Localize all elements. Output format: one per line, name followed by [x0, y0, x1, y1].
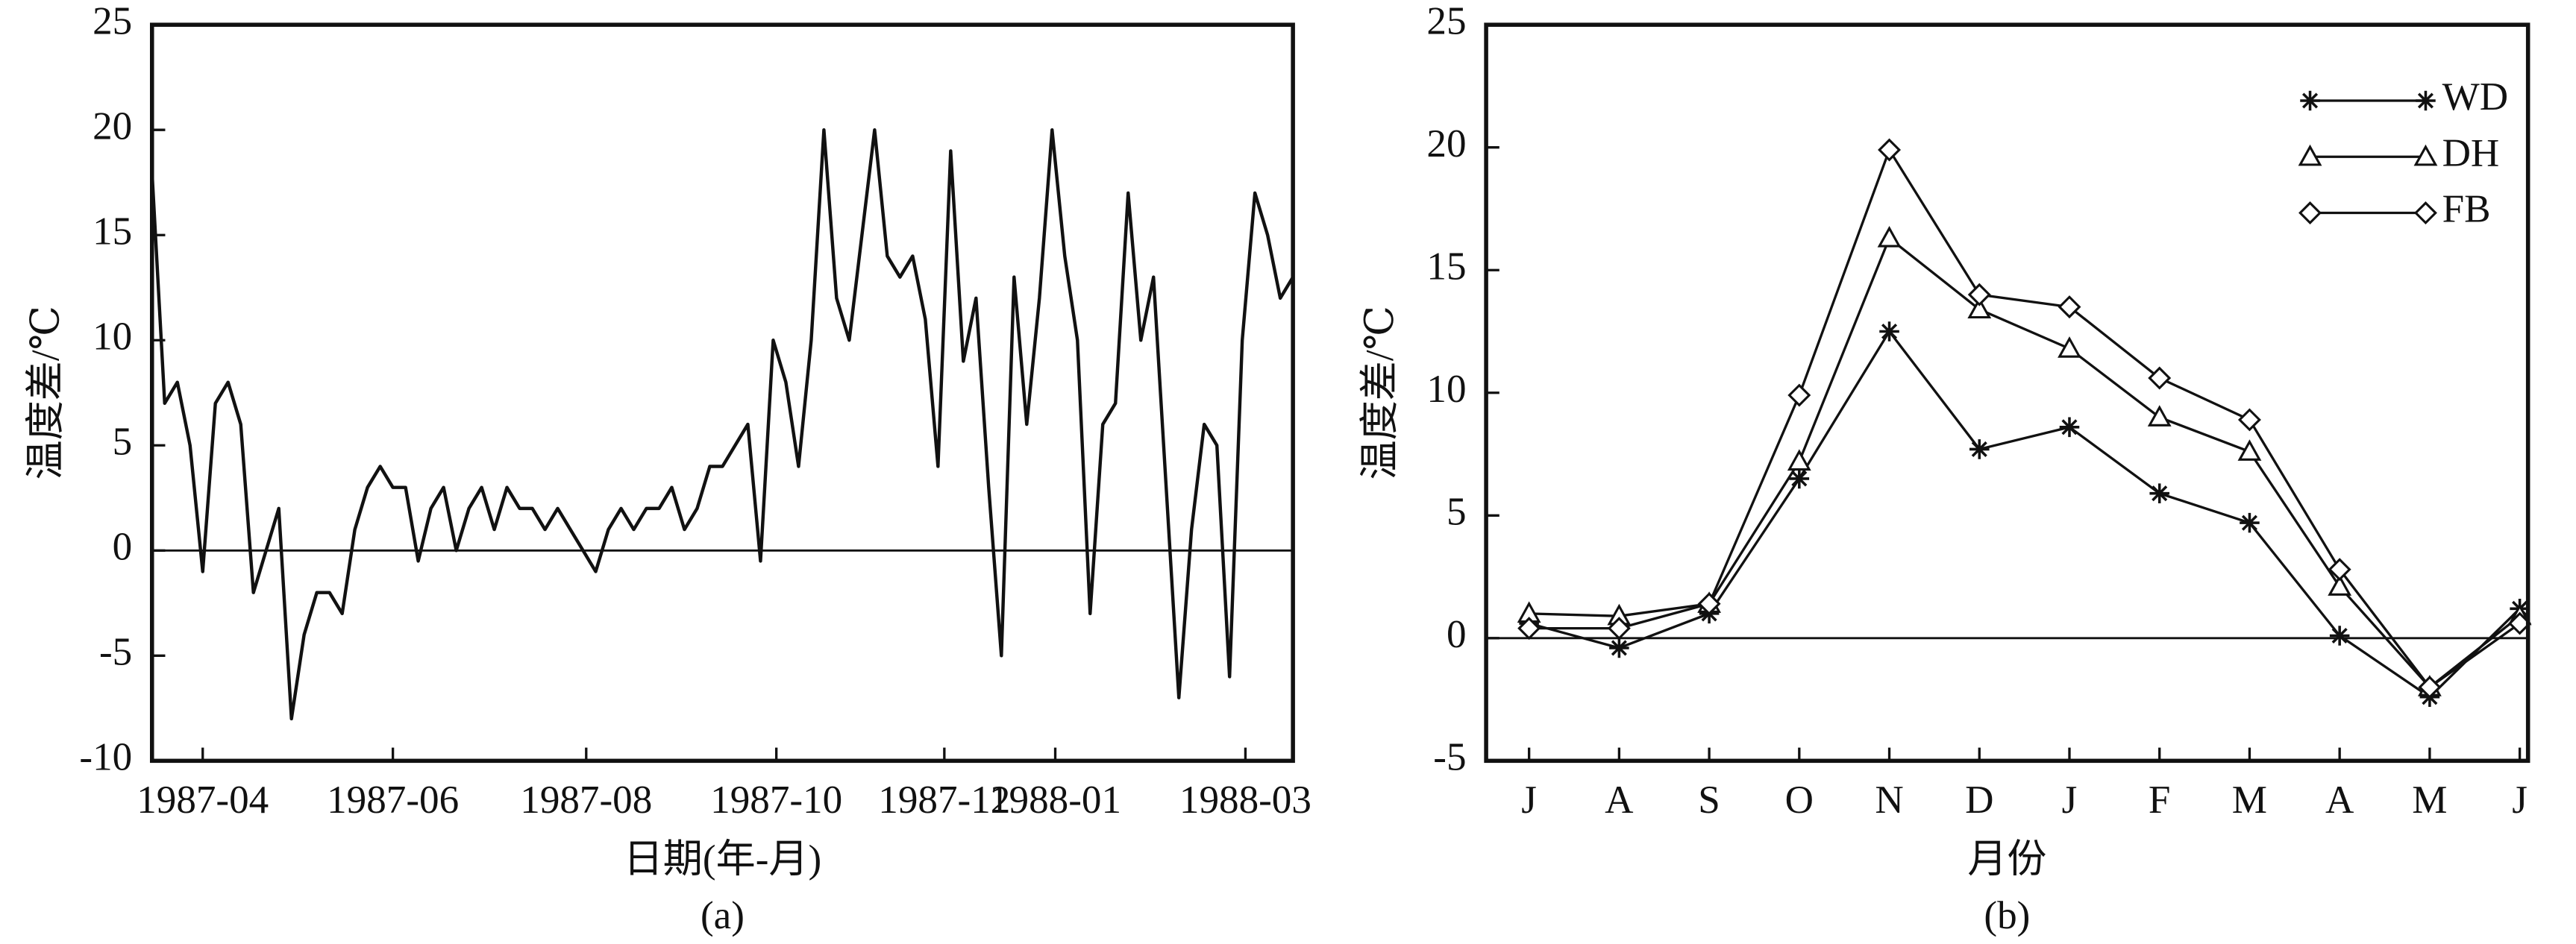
marker	[1607, 617, 1631, 641]
marker	[1787, 449, 1811, 471]
marker	[2147, 405, 2172, 427]
marker	[2298, 201, 2322, 224]
y-tick-label: 10	[1426, 368, 1466, 411]
caption: (b)	[1984, 894, 2030, 937]
marker	[1517, 617, 1541, 641]
y-tick-label: 15	[93, 210, 132, 253]
marker	[2413, 144, 2438, 166]
y-tick-label: 5	[1447, 490, 1467, 533]
y-tick-label: 0	[1447, 613, 1467, 656]
x-tick-label: M	[2412, 778, 2447, 822]
marker	[1609, 638, 1629, 658]
x-tick-label: S	[1698, 778, 1720, 822]
marker	[1879, 321, 1899, 342]
marker	[2237, 408, 2261, 432]
x-tick-label: 1987-06	[327, 778, 459, 822]
marker	[2058, 295, 2081, 319]
y-tick-label: 20	[93, 104, 132, 148]
x-tick-label: J	[2062, 778, 2078, 822]
marker	[2416, 90, 2436, 111]
marker	[2328, 558, 2351, 582]
marker	[2298, 144, 2322, 166]
y-tick-label: 25	[93, 0, 132, 43]
marker	[1967, 297, 1992, 319]
marker	[2059, 417, 2080, 438]
marker	[2300, 90, 2320, 111]
x-tick-label: 1987-04	[137, 778, 269, 822]
x-axis-label: 日期(年-月)	[624, 838, 822, 881]
y-tick-label: 10	[93, 315, 132, 358]
x-tick-label: D	[1965, 778, 1993, 822]
marker	[2328, 574, 2352, 596]
marker	[1967, 283, 1991, 306]
marker	[2149, 483, 2169, 503]
x-tick-label: A	[2325, 778, 2354, 822]
series-line	[150, 128, 1295, 721]
marker	[1787, 383, 1811, 407]
x-tick-label: A	[1605, 778, 1633, 822]
y-tick-label: 15	[1426, 245, 1466, 288]
y-tick-label: -5	[1433, 736, 1466, 779]
plot-frame	[1484, 22, 2530, 764]
x-tick-label: F	[2149, 778, 2171, 822]
x-tick-label: 1987-10	[710, 778, 842, 822]
marker	[2418, 676, 2442, 699]
marker	[1878, 138, 1902, 162]
legend-label: FB	[2442, 188, 2491, 231]
caption: (a)	[701, 894, 745, 937]
x-tick-label: 1988-03	[1179, 778, 1311, 822]
x-tick-label: 1987-08	[520, 778, 652, 822]
x-tick-label: M	[2232, 778, 2267, 822]
y-tick-label: -5	[99, 630, 132, 673]
legend-label: DH	[2442, 131, 2500, 174]
x-tick-label: J	[1521, 778, 1537, 822]
marker	[1877, 225, 1902, 248]
marker	[2329, 626, 2350, 646]
series-line	[1529, 236, 2521, 689]
y-tick-label: -10	[79, 736, 132, 779]
series-line	[1529, 148, 2521, 689]
marker	[1969, 439, 1990, 459]
marker	[1789, 468, 1810, 489]
marker	[2237, 439, 2262, 461]
legend-label: WD	[2442, 75, 2508, 119]
x-tick-label: J	[2512, 778, 2528, 822]
y-tick-label: 25	[1426, 0, 1466, 43]
series-line	[1529, 330, 2521, 699]
y-tick-label: 0	[113, 525, 133, 568]
x-tick-label: O	[1785, 778, 1814, 822]
marker	[1697, 592, 1721, 616]
plot-frame	[149, 22, 1295, 764]
y-axis-label: 温度差/℃	[25, 306, 68, 479]
x-tick-label: N	[1875, 778, 1903, 822]
marker	[2058, 336, 2081, 358]
y-axis-label: 温度差/℃	[1358, 306, 1402, 479]
x-axis-label: 月份	[1967, 838, 2046, 881]
x-tick-label: 1987-12	[878, 778, 1010, 822]
marker	[2148, 366, 2172, 390]
x-tick-label: 1988-01	[989, 778, 1121, 822]
y-tick-label: 20	[1426, 122, 1466, 166]
marker	[2413, 201, 2437, 224]
marker	[2240, 512, 2260, 533]
y-tick-label: 5	[113, 420, 133, 463]
